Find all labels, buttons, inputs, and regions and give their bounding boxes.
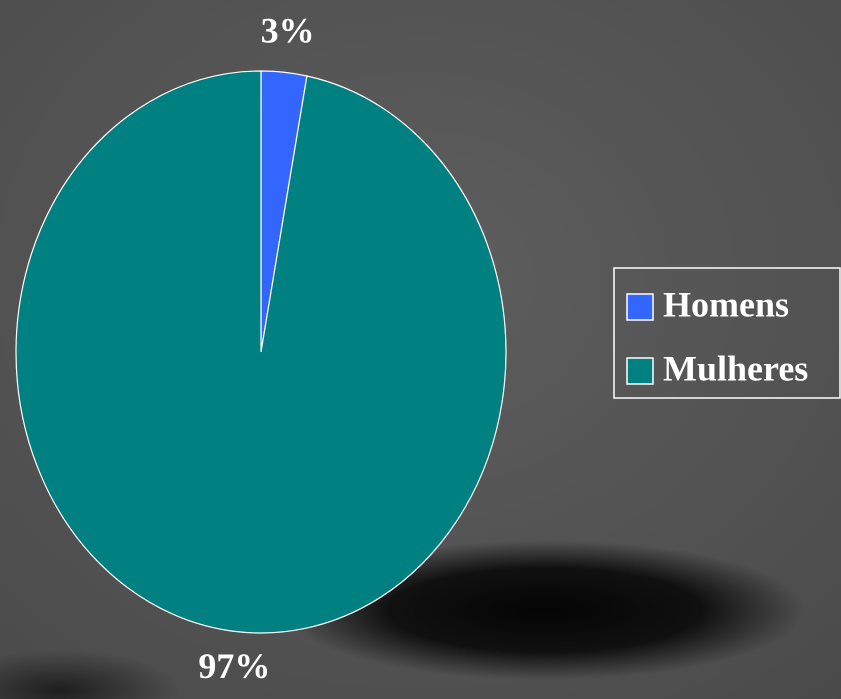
- legend-swatch: [626, 357, 654, 385]
- data-label: 97%: [198, 646, 270, 686]
- data-label: 3%: [261, 11, 315, 51]
- legend: Homens Mulheres: [626, 284, 808, 388]
- pie: 3% 97%: [15, 11, 507, 686]
- legend-label: Homens: [663, 284, 789, 324]
- legend-box: [613, 267, 841, 399]
- legend-label: Mulheres: [663, 348, 808, 388]
- legend-swatch: [626, 293, 654, 321]
- pie-slice: [15, 70, 507, 634]
- shadow: [285, 540, 805, 680]
- shadow: [0, 650, 180, 699]
